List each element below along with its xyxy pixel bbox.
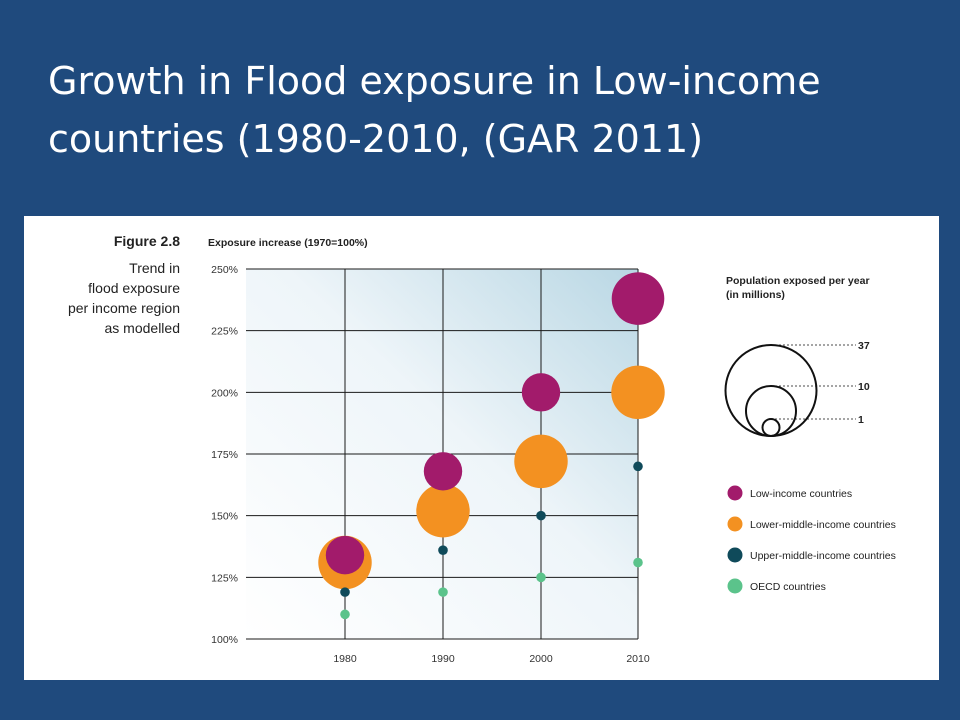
figure-label: Figure 2.8 — [114, 233, 180, 249]
y-tick-label: 250% — [211, 264, 238, 276]
y-tick-label: 100% — [211, 634, 238, 646]
bubble-upper-middle-income-countries-2000 — [536, 510, 546, 521]
x-tick-label: 2010 — [626, 653, 650, 665]
bubble-upper-middle-income-countries-2010 — [633, 461, 643, 472]
size-legend-subtitle: (in millions) — [726, 289, 785, 301]
bubble-lower-middle-income-countries-1990 — [416, 484, 470, 538]
bubble-oecd-countries-2000 — [536, 572, 546, 583]
bubble-oecd-countries-1990 — [438, 587, 448, 597]
bubble-low-income-countries-1990 — [423, 452, 463, 491]
slide-title-line-2: countries (1980-2010, (GAR 2011) — [48, 117, 704, 161]
y-tick-label: 200% — [211, 387, 238, 399]
figure-caption-line-1: Trend in — [129, 260, 180, 276]
y-tick-label: 125% — [211, 572, 238, 584]
bubble-lower-middle-income-countries-2000 — [514, 434, 568, 489]
bubble-upper-middle-income-countries-1990 — [438, 545, 448, 555]
y-tick-label: 175% — [211, 449, 238, 461]
x-tick-label: 1990 — [431, 653, 455, 665]
figure-caption-line-2: flood exposure — [88, 280, 180, 296]
x-tick-label: 1980 — [333, 653, 357, 665]
legend-label-lower-middle-income-countries: Lower-middle-income countries — [750, 519, 896, 531]
figure-caption-line-3: per income region — [68, 300, 180, 316]
y-tick-label: 150% — [211, 511, 238, 523]
bubble-oecd-countries-2010 — [633, 557, 643, 568]
bubble-low-income-countries-2000 — [521, 373, 561, 412]
legend-label-upper-middle-income-countries: Upper-middle-income countries — [750, 550, 896, 562]
y-axis-title: Exposure increase (1970=100%) — [208, 237, 368, 249]
size-legend-circle-10 — [745, 385, 797, 437]
legend-swatch-oecd-countries — [727, 578, 743, 594]
size-legend-circle-37 — [724, 344, 818, 437]
figure-caption-line-4: as modelled — [105, 320, 181, 336]
bubble-low-income-countries-1980 — [325, 535, 365, 575]
bubble-upper-middle-income-countries-1980 — [340, 587, 350, 597]
bubble-oecd-countries-1980 — [340, 609, 350, 620]
bubble-chart: Figure 2.8 Trend in flood exposure per i… — [68, 233, 896, 665]
slide-title-line-1: Growth in Flood exposure in Low-income — [48, 59, 821, 103]
y-tick-label: 225% — [211, 326, 238, 338]
size-legend-label-37: 37 — [858, 340, 870, 352]
bubble-low-income-countries-2010 — [611, 272, 665, 325]
legend-swatch-low-income-countries — [727, 485, 743, 501]
size-legend-label-10: 10 — [858, 381, 870, 393]
figure-panel: Figure 2.8 Trend in flood exposure per i… — [24, 216, 939, 680]
size-legend-title: Population exposed per year — [726, 275, 870, 287]
slide-title: Growth in Flood exposure in Low-income c… — [48, 52, 908, 168]
legend-swatch-lower-middle-income-countries — [727, 516, 743, 532]
size-legend-label-1: 1 — [858, 414, 864, 426]
legend-label-low-income-countries: Low-income countries — [750, 488, 852, 500]
x-tick-label: 2000 — [529, 653, 553, 665]
legend-swatch-upper-middle-income-countries — [727, 547, 743, 563]
legend-label-oecd-countries: OECD countries — [750, 581, 826, 593]
size-legend-circle-1 — [761, 418, 781, 437]
bubble-lower-middle-income-countries-2010 — [611, 365, 665, 420]
